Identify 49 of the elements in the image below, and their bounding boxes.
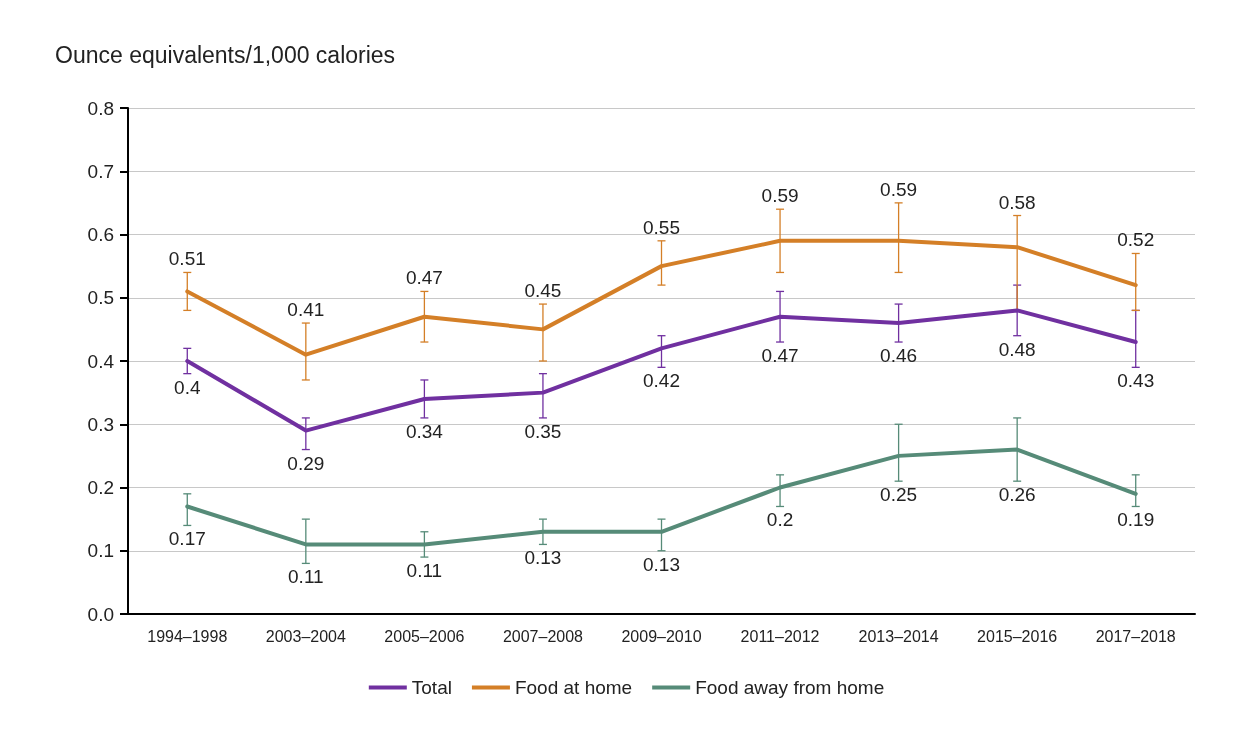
legend-label: Food away from home: [695, 677, 885, 698]
data-label: 0.47: [405, 267, 443, 289]
data-label: 0.41: [287, 299, 325, 321]
data-label: 0.13: [643, 553, 680, 575]
x-tick-label: 2009–2010: [621, 627, 702, 645]
x-tick-label: 2003–2004: [265, 627, 346, 645]
y-axis-title: Ounce equivalents/1,000 calories: [55, 41, 396, 68]
x-tick-label: 2007–2008: [502, 627, 584, 645]
data-label: 0.26: [998, 484, 1036, 506]
y-tick-label: 0.3: [87, 413, 114, 435]
data-label: 0.59: [880, 178, 918, 200]
data-label: 0.43: [1117, 370, 1155, 392]
data-label: 0.13: [524, 547, 562, 569]
x-tick-label: 2017–2018: [1095, 627, 1176, 645]
data-label: 0.34: [405, 420, 444, 442]
y-tick-label: 0.7: [87, 160, 114, 182]
y-tick-label: 0.8: [87, 97, 114, 119]
data-label: 0.47: [761, 345, 799, 367]
x-tick-label: 2013–2014: [858, 627, 939, 645]
data-label: 0.58: [998, 191, 1036, 213]
data-label: 0.42: [643, 370, 680, 392]
data-label: 0.4: [174, 376, 201, 398]
data-label: 0.29: [287, 452, 325, 474]
data-label: 0.25: [880, 484, 918, 506]
legend-label: Total: [411, 677, 452, 698]
y-tick-label: 0.4: [87, 350, 115, 372]
data-label: 0.48: [998, 338, 1036, 360]
y-tick-label: 0.0: [87, 603, 114, 625]
data-label: 0.59: [761, 185, 799, 207]
data-label: 0.55: [643, 216, 680, 238]
data-label: 0.51: [168, 248, 206, 270]
y-tick-label: 0.1: [87, 540, 114, 562]
data-label: 0.11: [288, 566, 324, 588]
y-tick-label: 0.2: [87, 477, 114, 498]
data-label: 0.35: [524, 420, 562, 442]
x-tick-label: 2011–2012: [740, 627, 820, 645]
data-label: 0.46: [880, 345, 918, 367]
y-tick-label: 0.5: [87, 287, 114, 309]
y-tick-label: 0.6: [87, 224, 114, 245]
data-label: 0.2: [766, 509, 794, 531]
data-label: 0.52: [1117, 229, 1155, 251]
data-label: 0.17: [168, 528, 206, 550]
data-label: 0.19: [1117, 509, 1155, 531]
x-tick-label: 1994–1998: [147, 627, 228, 645]
x-tick-label: 2005–2006: [384, 627, 465, 645]
data-label: 0.45: [524, 280, 562, 302]
x-tick-label: 2015–2016: [977, 627, 1058, 645]
legend-label: Food at home: [514, 677, 633, 698]
data-label: 0.11: [406, 560, 443, 582]
